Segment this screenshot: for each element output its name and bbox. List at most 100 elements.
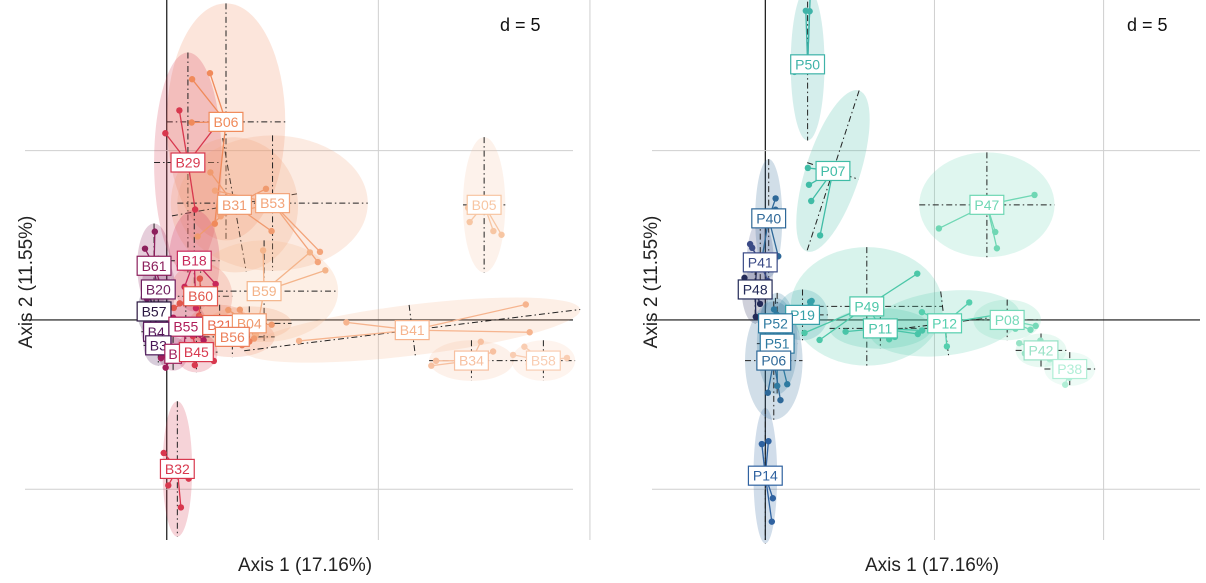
group-label: B53 [255, 193, 291, 214]
group-label-box [255, 193, 291, 214]
group-label: B29 [170, 152, 206, 173]
data-point [943, 343, 951, 350]
data-point [816, 336, 823, 344]
data-point [165, 482, 172, 489]
group-label-text: B06 [214, 114, 239, 130]
data-point [842, 328, 849, 335]
group-label: P12 [927, 313, 963, 334]
group-label: P38 [1052, 358, 1088, 380]
group-label-text: P07 [821, 163, 846, 179]
data-point [432, 357, 440, 365]
data-point [769, 495, 777, 502]
data-point [191, 361, 199, 369]
group-label-box [969, 194, 1005, 215]
data-point [774, 382, 781, 390]
y-axis-title: Axis 2 (11.55%) [641, 216, 662, 349]
group-label: B61 [136, 255, 172, 276]
group-label-box [466, 194, 502, 215]
group-label-box [525, 350, 561, 371]
group-label-text: P38 [1057, 361, 1082, 377]
scale-annotation: d = 5 [1127, 15, 1168, 35]
group-label-text: P49 [854, 298, 879, 314]
group-label-text: B [168, 346, 177, 362]
group-label-text: P52 [763, 315, 788, 331]
group-label-text: B57 [142, 303, 167, 319]
group-label-text: P50 [795, 56, 820, 72]
x-axis-title: Axis 1 (17.16%) [238, 555, 372, 576]
group-label: B57 [136, 301, 172, 322]
data-point [756, 300, 764, 308]
data-point [498, 231, 505, 238]
group-label: B32 [159, 458, 195, 480]
group-spoke [298, 329, 413, 342]
group-label-box [394, 319, 430, 341]
data-point [207, 169, 214, 176]
data-point [522, 301, 530, 308]
group-label-text: B56 [220, 329, 245, 345]
group-spoke [412, 303, 526, 331]
group-label: B34 [453, 350, 489, 371]
data-point [1027, 326, 1034, 333]
group-label-text: B61 [142, 258, 167, 274]
group-label: P14 [747, 465, 783, 486]
data-point [211, 187, 219, 194]
group-label-box [927, 313, 963, 334]
group-label-text: B31 [222, 197, 247, 213]
data-point [490, 227, 497, 235]
group-label-text: B3 [150, 337, 167, 353]
group-label-text: B34 [459, 353, 484, 369]
group-label-box [170, 152, 206, 173]
group-label: P51 [759, 333, 795, 354]
data-point [176, 300, 183, 307]
group-label-text: B18 [182, 253, 207, 269]
data-point [509, 351, 517, 359]
group-label-box [747, 465, 783, 486]
data-point [752, 313, 759, 320]
group-label-text: B20 [146, 281, 171, 297]
group-label: P47 [969, 194, 1005, 215]
group-label: B05 [466, 194, 502, 215]
group-label-text: B05 [472, 197, 497, 213]
data-point [162, 130, 169, 137]
group-label: P42 [1023, 340, 1059, 361]
group-label: P50 [790, 54, 826, 75]
group-label-box [737, 279, 773, 300]
data-point [758, 440, 766, 448]
data-point [188, 119, 195, 126]
data-point [526, 329, 533, 336]
data-point [784, 381, 791, 388]
data-point [236, 306, 244, 313]
group-label: B31 [216, 194, 252, 215]
data-point [749, 244, 756, 252]
group-label: P11 [862, 318, 898, 339]
group-label-text: B45 [184, 344, 209, 360]
group-label-text: P14 [753, 468, 778, 484]
group-label-text: P48 [743, 281, 768, 297]
data-point [151, 228, 159, 235]
data-point [428, 362, 435, 369]
data-point [268, 227, 275, 235]
group-label: B55 [168, 316, 204, 337]
group-label-text: B58 [531, 353, 556, 369]
group-label: B56 [214, 326, 250, 347]
group-label-box [176, 250, 212, 271]
group-label-text: P06 [761, 353, 786, 369]
group-label-text: P40 [756, 210, 781, 226]
group-label: B58 [525, 350, 561, 371]
data-point [801, 329, 808, 337]
group-label-text: P19 [790, 307, 815, 323]
group-spoke [214, 121, 227, 224]
grid-layer [25, 0, 591, 540]
group-label: P52 [757, 313, 793, 334]
group-label-box [1052, 358, 1088, 380]
group-label-text: P47 [974, 197, 999, 213]
group-label: P49 [849, 296, 885, 317]
group-label: B45 [178, 342, 214, 363]
group-label: P40 [751, 208, 787, 229]
group-label-box [208, 111, 244, 132]
group-label-text: P51 [765, 336, 790, 352]
group-label-box [178, 342, 214, 363]
y-axis-title: Axis 2 (11.55%) [16, 216, 37, 349]
group-label-box [453, 350, 489, 371]
